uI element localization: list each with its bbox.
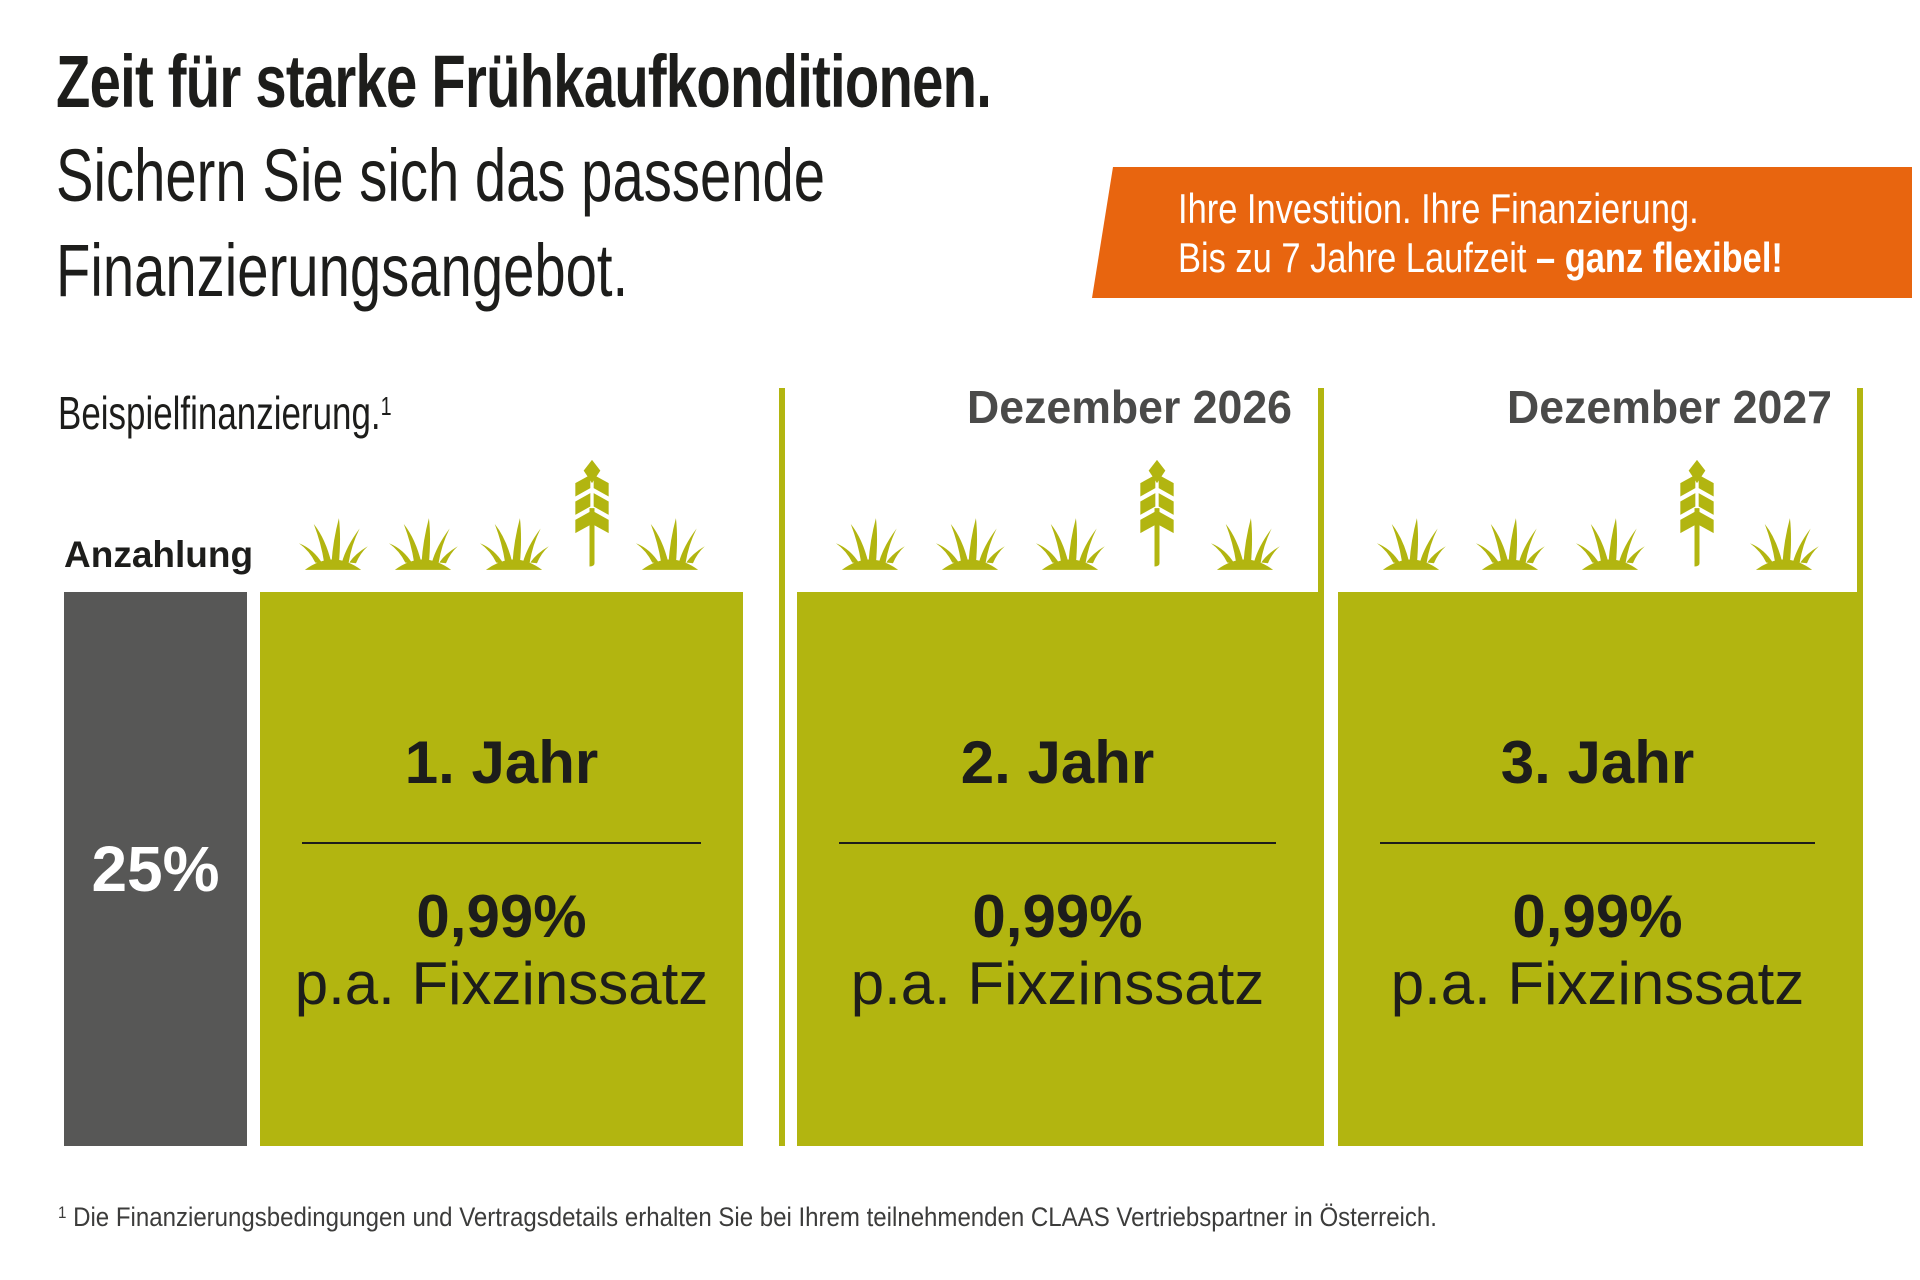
year-box-1: 1. Jahr 0,99% p.a. Fixzinssatz (260, 592, 743, 1146)
footnote-marker: 1 (58, 1203, 67, 1222)
grass-icon (477, 510, 551, 578)
icon-row-year-2 (797, 448, 1318, 578)
grass-icon (386, 510, 460, 578)
year-1-rule (302, 842, 701, 844)
wheat-ear-icon (1132, 450, 1182, 578)
year-2-rate: 0,99% (972, 883, 1143, 950)
footnote: 1 Die Finanzierungsbedingungen und Vertr… (58, 1196, 1607, 1234)
year-box-3: 3. Jahr 0,99% p.a. Fixzinssatz (1338, 592, 1857, 1146)
promo-banner: Ihre Investition. Ihre Finanzierung. Bis… (1092, 167, 1912, 298)
grass-icon (633, 510, 707, 578)
grass-icon (1747, 510, 1821, 578)
year-1-rate: 0,99% (416, 883, 587, 950)
column-header-dezember-2027: Dezember 2027 (1507, 381, 1832, 433)
page-title: Zeit für starke Frühkaufkonditionen. (56, 36, 1286, 128)
example-financing-text: Beispielfinanzierung. (58, 387, 381, 439)
wheat-ear-icon (1672, 450, 1722, 578)
down-payment-label: Anzahlung (64, 534, 254, 575)
grass-icon (296, 510, 370, 578)
promo-line-2-bold: – ganz flexibel! (1535, 234, 1783, 281)
wheat-ear-icon (567, 450, 617, 578)
year-box-2: 2. Jahr 0,99% p.a. Fixzinssatz (797, 592, 1318, 1146)
promo-line-1: Ihre Investition. Ihre Finanzierung. (1178, 185, 1699, 232)
down-payment-value: 25% (91, 833, 220, 905)
year-1-rate-suffix: p.a. Fixzinssatz (294, 950, 709, 1017)
year-2-rule (839, 842, 1276, 844)
example-financing-label: Beispielfinanzierung.1 (58, 378, 497, 441)
footnote-marker-sup: 1 (380, 391, 392, 421)
column-header-dezember-2026: Dezember 2026 (967, 381, 1292, 433)
promo-line-2-regular: Bis zu 7 Jahre Laufzeit (1178, 234, 1536, 281)
grass-icon (1573, 510, 1647, 578)
grass-icon (1033, 510, 1107, 578)
icon-row-year-1 (260, 448, 743, 578)
year-3-rule (1380, 842, 1815, 844)
grass-icon (1208, 510, 1282, 578)
year-3-rate: 0,99% (1512, 883, 1683, 950)
footnote-text: Die Finanzierungsbedingungen und Vertrag… (73, 1202, 1437, 1232)
icon-row-year-3 (1338, 448, 1857, 578)
down-payment-box: 25% (64, 592, 247, 1146)
subtitle-line-1: Sichern Sie sich das passende (56, 134, 826, 217)
page-subtitle: Sichern Sie sich das passende Finanzieru… (56, 128, 1068, 318)
page-title-text: Zeit für starke Frühkaufkonditionen. (56, 40, 992, 123)
divider-line-3 (1857, 388, 1863, 1146)
year-2-title: 2. Jahr (960, 729, 1155, 796)
subtitle-line-2: Finanzierungsangebot. (56, 229, 629, 312)
year-1-title: 1. Jahr (404, 729, 599, 796)
grass-icon (1473, 510, 1547, 578)
divider-line-1 (779, 388, 785, 1146)
grass-icon (1374, 510, 1448, 578)
grass-icon (933, 510, 1007, 578)
year-2-rate-suffix: p.a. Fixzinssatz (850, 950, 1265, 1017)
grass-icon (833, 510, 907, 578)
year-3-title: 3. Jahr (1500, 729, 1695, 796)
year-3-rate-suffix: p.a. Fixzinssatz (1390, 950, 1805, 1017)
divider-line-2 (1318, 388, 1324, 1146)
promo-line-2: Bis zu 7 Jahre Laufzeit – ganz flexibel! (1178, 233, 1783, 282)
